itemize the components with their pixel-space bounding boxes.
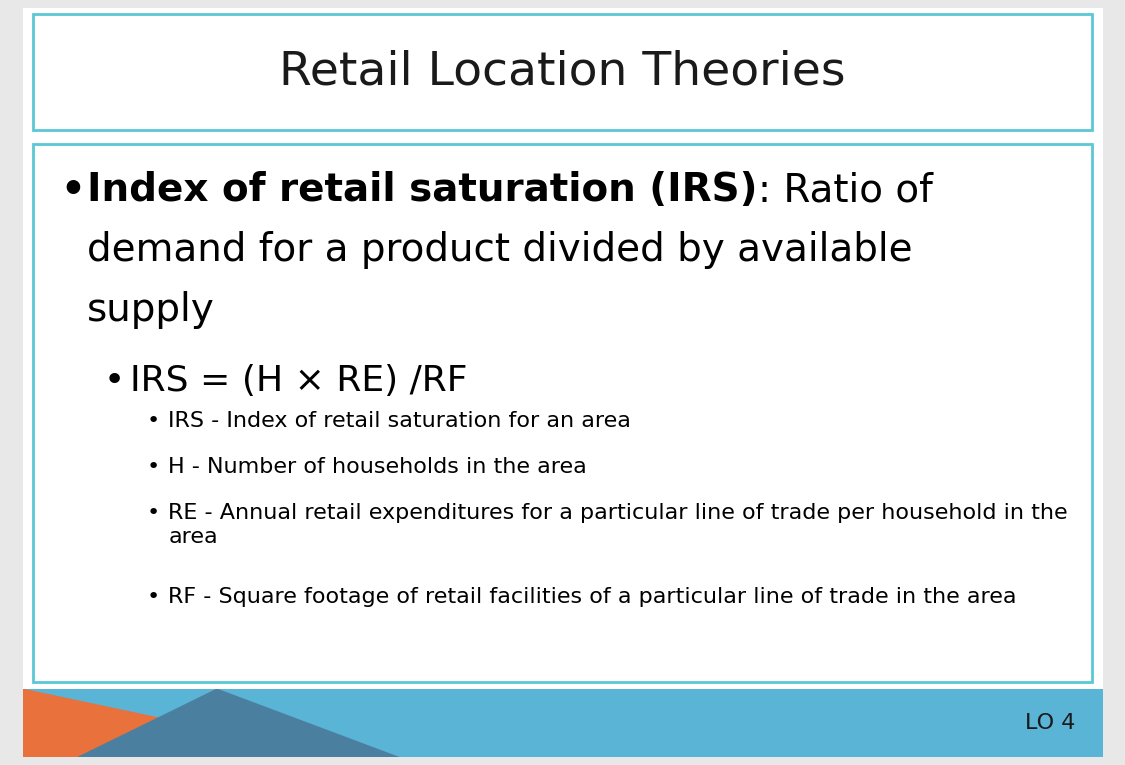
- Text: Retail Location Theories: Retail Location Theories: [279, 50, 846, 95]
- Text: demand for a product divided by available: demand for a product divided by availabl…: [88, 231, 912, 269]
- Text: H - Number of households in the area: H - Number of households in the area: [169, 457, 587, 477]
- Polygon shape: [22, 688, 346, 757]
- Text: RF - Square footage of retail facilities of a particular line of trade in the ar: RF - Square footage of retail facilities…: [169, 587, 1017, 607]
- Text: •: •: [146, 411, 160, 431]
- Text: IRS - Index of retail saturation for an area: IRS - Index of retail saturation for an …: [169, 411, 631, 431]
- Text: IRS = (H × RE) /RF: IRS = (H × RE) /RF: [130, 364, 468, 399]
- FancyBboxPatch shape: [22, 688, 1102, 757]
- Text: •: •: [146, 457, 160, 477]
- Text: •: •: [61, 171, 86, 209]
- Text: : Ratio of: : Ratio of: [758, 171, 933, 209]
- FancyBboxPatch shape: [34, 144, 1091, 682]
- Text: •: •: [104, 364, 125, 399]
- Text: •: •: [146, 503, 160, 523]
- Text: RE - Annual retail expenditures for a particular line of trade per household in : RE - Annual retail expenditures for a pa…: [169, 503, 1068, 546]
- Text: LO 4: LO 4: [1025, 713, 1076, 733]
- Text: Index of retail saturation (IRS): Index of retail saturation (IRS): [88, 171, 758, 209]
- FancyBboxPatch shape: [22, 8, 1102, 688]
- Text: •: •: [146, 587, 160, 607]
- Text: supply: supply: [88, 291, 215, 329]
- Polygon shape: [76, 688, 400, 757]
- FancyBboxPatch shape: [34, 15, 1091, 130]
